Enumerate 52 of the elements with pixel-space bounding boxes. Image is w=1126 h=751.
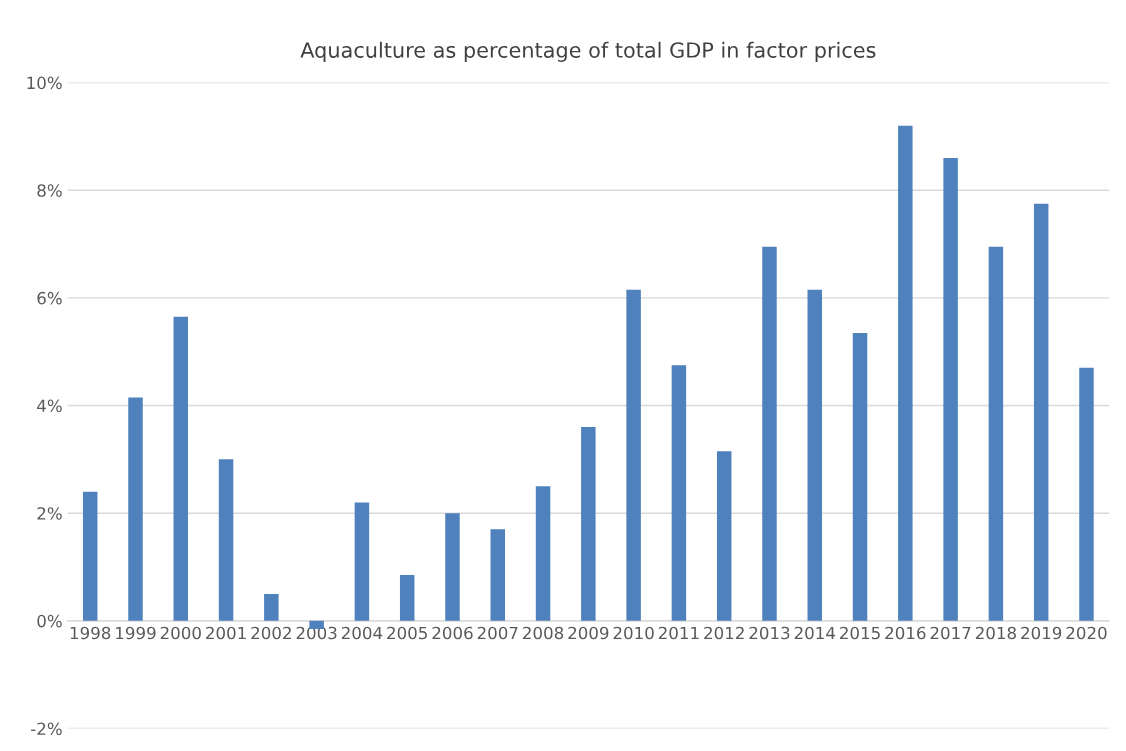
- x-tick-label: 2006: [432, 626, 473, 640]
- bar: [264, 593, 279, 621]
- bar: [716, 451, 732, 621]
- bar: [490, 529, 506, 621]
- bar: [128, 397, 143, 621]
- x-tick-label: 2002: [251, 626, 291, 640]
- bar: [898, 125, 913, 621]
- bar: [943, 157, 958, 621]
- bar: [626, 289, 641, 621]
- y-tick-label: 0%: [37, 614, 62, 628]
- bar: [1033, 203, 1049, 621]
- x-tick-label: 2012: [704, 626, 744, 640]
- bar: [173, 316, 189, 621]
- x-tick-label: 2005: [387, 626, 427, 640]
- x-tick-label: 2000: [160, 626, 201, 640]
- x-tick-label: 2020: [1066, 626, 1107, 640]
- bar: [354, 502, 370, 621]
- x-tick-label: 2017: [930, 626, 971, 640]
- x-tick-label: 2013: [749, 626, 790, 640]
- y-tick-label: 2%: [37, 507, 62, 520]
- bar: [988, 246, 1004, 621]
- bar: [1079, 367, 1094, 621]
- y-tick-label: 4%: [37, 399, 62, 413]
- bar: [762, 246, 777, 621]
- bar: [671, 365, 687, 621]
- bar: [218, 459, 234, 621]
- x-tick-label: 2018: [975, 626, 1016, 640]
- bar: [445, 513, 460, 621]
- y-tick-label: 6%: [37, 291, 62, 305]
- bar: [852, 332, 868, 621]
- x-tick-label: 2015: [840, 626, 880, 640]
- x-tick-label: 2009: [568, 626, 609, 640]
- y-tick-label: 8%: [37, 184, 62, 197]
- x-tick-label: 2010: [613, 626, 654, 640]
- y-tick-label: -2%: [31, 722, 62, 736]
- x-tick-label: 2019: [1021, 626, 1062, 640]
- x-tick-label: 2014: [794, 626, 836, 640]
- x-tick-label: 2007: [477, 626, 518, 640]
- bar: [399, 575, 415, 621]
- x-tick-label: 1998: [70, 626, 111, 640]
- x-tick-label: 2004: [341, 626, 383, 640]
- x-tick-label: 2008: [523, 626, 564, 640]
- bar: [807, 289, 822, 621]
- bar: [581, 427, 596, 621]
- bar: [82, 491, 98, 621]
- chart-title: Aquaculture as percentage of total GDP in factor prices: [300, 41, 876, 62]
- x-tick-label: 2016: [885, 626, 926, 640]
- bar: [535, 486, 551, 621]
- y-tick-label: 10%: [27, 76, 62, 90]
- x-tick-label: 1999: [116, 626, 156, 640]
- x-tick-label: 2011: [658, 626, 699, 640]
- x-tick-label: 2001: [206, 626, 246, 640]
